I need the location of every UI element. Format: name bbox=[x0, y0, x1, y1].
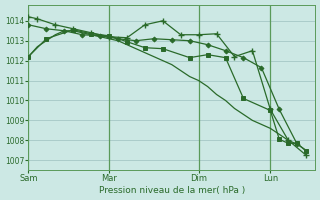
X-axis label: Pression niveau de la mer( hPa ): Pression niveau de la mer( hPa ) bbox=[99, 186, 245, 195]
